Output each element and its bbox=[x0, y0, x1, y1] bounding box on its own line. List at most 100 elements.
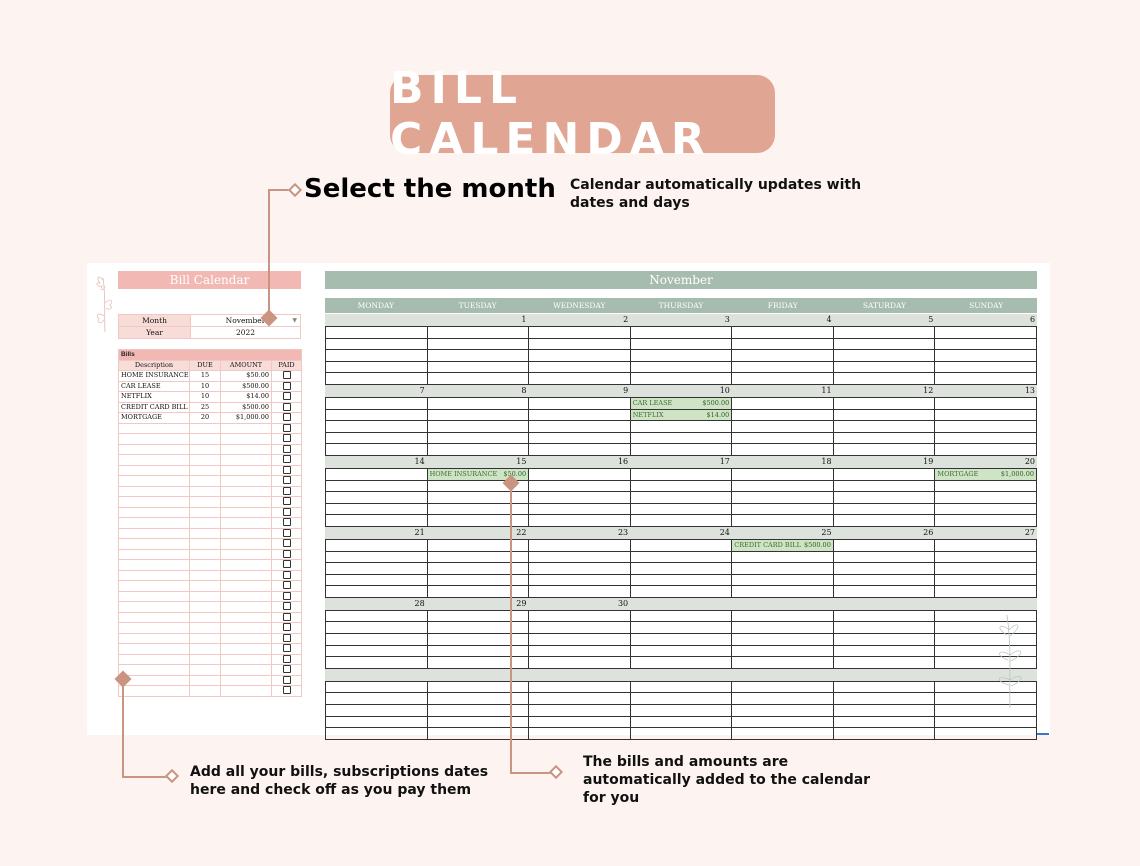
day-cell[interactable] bbox=[935, 327, 1037, 339]
day-cell[interactable] bbox=[326, 421, 428, 433]
bill-amount[interactable] bbox=[220, 485, 272, 497]
day-cell[interactable] bbox=[427, 705, 530, 717]
day-cell[interactable] bbox=[630, 539, 733, 552]
day-cell[interactable] bbox=[833, 574, 936, 587]
day-cell[interactable] bbox=[630, 338, 733, 351]
day-cell[interactable] bbox=[732, 716, 834, 729]
bill-description[interactable] bbox=[118, 485, 190, 497]
day-cell[interactable] bbox=[732, 681, 834, 694]
bill-due-date[interactable] bbox=[189, 643, 221, 655]
day-cell[interactable] bbox=[326, 574, 428, 587]
day-cell[interactable] bbox=[630, 468, 733, 481]
day-cell[interactable] bbox=[833, 444, 936, 456]
bill-amount[interactable] bbox=[220, 580, 272, 592]
bill-amount[interactable] bbox=[220, 496, 272, 508]
day-cell[interactable] bbox=[427, 327, 530, 339]
paid-checkbox[interactable] bbox=[282, 686, 291, 695]
bill-description[interactable] bbox=[118, 433, 190, 445]
day-cell[interactable] bbox=[630, 574, 733, 587]
day-cell[interactable] bbox=[833, 503, 936, 516]
day-cell[interactable] bbox=[326, 586, 428, 598]
bill-due-date[interactable] bbox=[189, 538, 221, 550]
bill-description[interactable] bbox=[118, 611, 190, 623]
paid-checkbox[interactable] bbox=[282, 402, 291, 411]
bill-amount[interactable] bbox=[220, 422, 272, 434]
day-cell[interactable] bbox=[833, 480, 936, 493]
day-cell[interactable] bbox=[427, 432, 530, 445]
day-cell[interactable] bbox=[732, 409, 834, 422]
day-cell[interactable] bbox=[529, 409, 631, 422]
day-cell[interactable] bbox=[529, 657, 631, 669]
day-cell[interactable] bbox=[732, 397, 834, 410]
bill-description[interactable]: MORTGAGE bbox=[118, 412, 190, 424]
bill-amount[interactable] bbox=[220, 664, 272, 676]
day-cell[interactable] bbox=[935, 693, 1037, 706]
day-cell[interactable] bbox=[427, 586, 530, 598]
bill-amount[interactable] bbox=[220, 653, 272, 665]
day-cell[interactable] bbox=[326, 480, 428, 493]
paid-checkbox[interactable] bbox=[282, 476, 291, 485]
day-cell[interactable] bbox=[833, 634, 936, 646]
bill-due-date[interactable] bbox=[189, 685, 221, 697]
day-cell[interactable] bbox=[326, 693, 428, 706]
bill-amount[interactable]: $500.00 bbox=[220, 380, 272, 392]
paid-checkbox[interactable] bbox=[282, 465, 291, 474]
bill-due-date[interactable] bbox=[189, 653, 221, 665]
day-cell[interactable] bbox=[732, 657, 834, 669]
day-cell[interactable] bbox=[326, 705, 428, 717]
day-cell[interactable] bbox=[833, 586, 936, 598]
day-cell[interactable] bbox=[326, 338, 428, 351]
day-cell[interactable] bbox=[833, 409, 936, 422]
bill-due-date[interactable] bbox=[189, 622, 221, 634]
bill-amount[interactable] bbox=[220, 517, 272, 529]
bill-due-date[interactable] bbox=[189, 454, 221, 466]
bill-description[interactable] bbox=[118, 548, 190, 560]
day-cell[interactable] bbox=[326, 563, 428, 575]
bill-amount[interactable] bbox=[220, 622, 272, 634]
day-cell[interactable] bbox=[630, 492, 733, 504]
bill-description[interactable]: CREDIT CARD BILL bbox=[118, 401, 190, 413]
day-cell[interactable] bbox=[529, 373, 631, 385]
day-cell[interactable] bbox=[427, 503, 530, 516]
bill-amount[interactable] bbox=[220, 559, 272, 571]
paid-checkbox[interactable] bbox=[282, 675, 291, 684]
day-cell[interactable] bbox=[732, 468, 834, 481]
bill-description[interactable] bbox=[118, 443, 190, 455]
day-cell[interactable] bbox=[630, 480, 733, 493]
day-cell[interactable] bbox=[732, 338, 834, 351]
day-cell[interactable] bbox=[935, 657, 1037, 669]
bill-due-date[interactable] bbox=[189, 548, 221, 560]
year-field[interactable]: 2022 bbox=[190, 326, 301, 339]
day-cell[interactable] bbox=[529, 705, 631, 717]
day-cell[interactable] bbox=[529, 563, 631, 575]
day-cell[interactable] bbox=[935, 716, 1037, 729]
day-cell[interactable] bbox=[326, 432, 428, 445]
day-cell[interactable] bbox=[427, 480, 530, 493]
day-cell[interactable] bbox=[529, 350, 631, 362]
bill-description[interactable] bbox=[118, 527, 190, 539]
bill-amount[interactable] bbox=[220, 632, 272, 644]
paid-checkbox[interactable] bbox=[282, 507, 291, 516]
day-cell[interactable] bbox=[630, 645, 733, 658]
paid-checkbox[interactable] bbox=[282, 371, 291, 380]
day-cell[interactable] bbox=[732, 586, 834, 598]
day-cell[interactable] bbox=[833, 338, 936, 351]
paid-checkbox[interactable] bbox=[282, 455, 291, 464]
paid-checkbox[interactable] bbox=[282, 423, 291, 432]
bill-description[interactable] bbox=[118, 653, 190, 665]
month-dropdown[interactable]: November ▼ bbox=[190, 314, 301, 327]
day-cell[interactable] bbox=[326, 492, 428, 504]
day-cell[interactable] bbox=[935, 610, 1037, 623]
day-cell[interactable] bbox=[732, 503, 834, 516]
day-cell[interactable] bbox=[326, 503, 428, 516]
bill-description[interactable] bbox=[118, 475, 190, 487]
day-cell[interactable] bbox=[326, 350, 428, 362]
bill-due-date[interactable] bbox=[189, 464, 221, 476]
day-cell[interactable] bbox=[935, 551, 1037, 564]
day-cell[interactable] bbox=[529, 480, 631, 493]
day-cell[interactable] bbox=[935, 444, 1037, 456]
day-cell[interactable] bbox=[833, 468, 936, 481]
paid-checkbox[interactable] bbox=[282, 623, 291, 632]
day-cell[interactable] bbox=[935, 728, 1037, 740]
bill-due-date[interactable] bbox=[189, 611, 221, 623]
